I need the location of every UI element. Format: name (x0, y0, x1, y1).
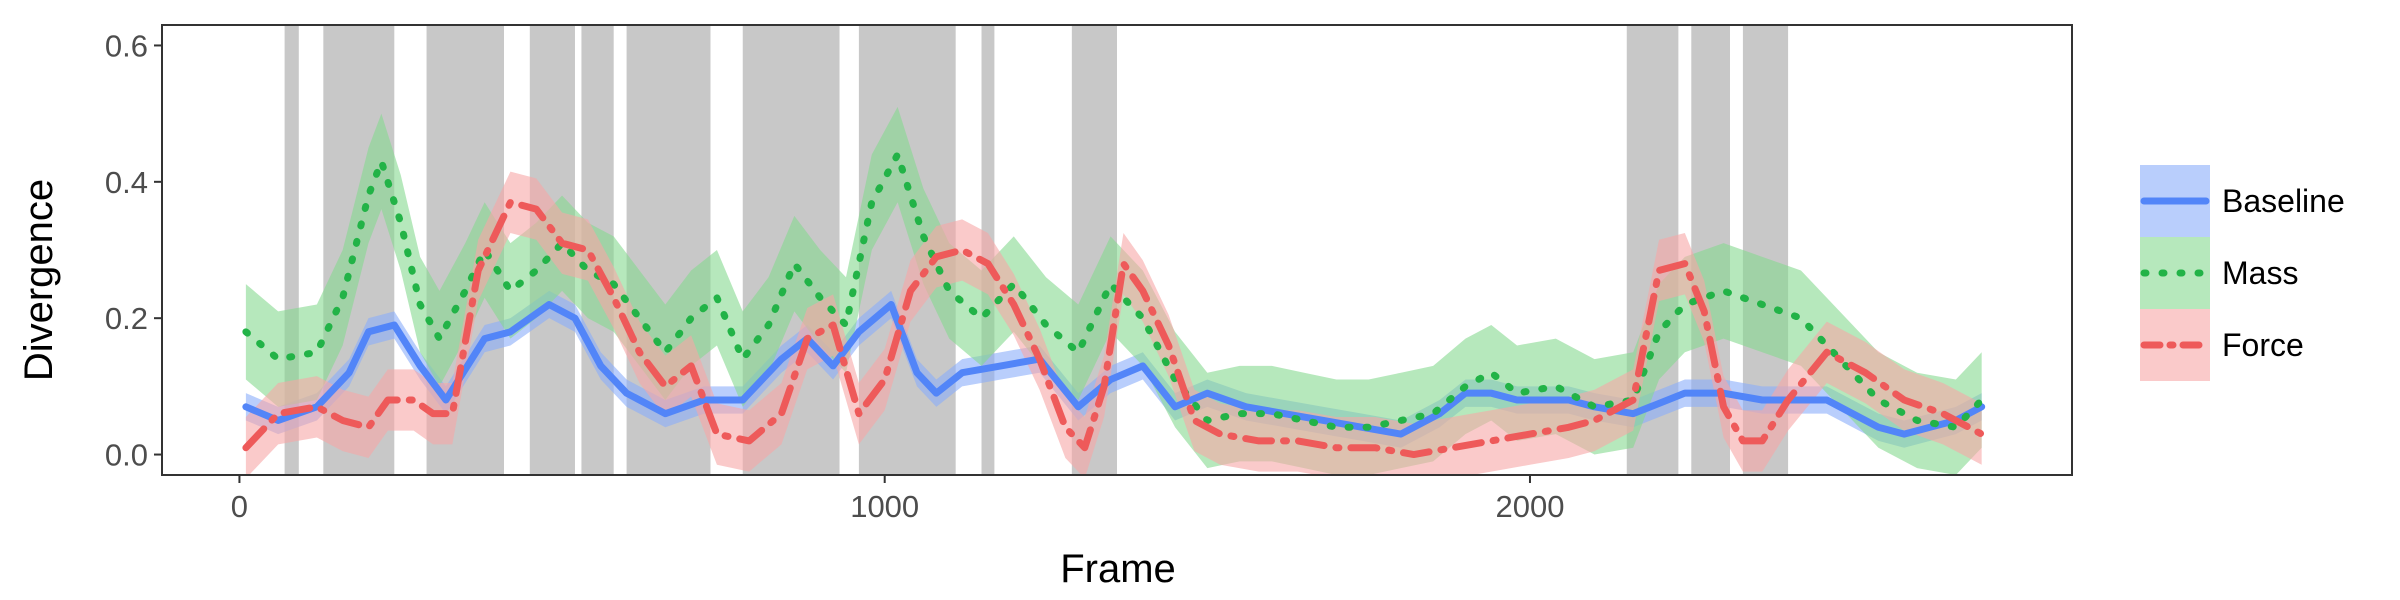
y-tick-label-2: 0.4 (105, 165, 148, 200)
axes: Frame Divergence 0 1000 2000 0.0 0.2 0.4 0.6 (17, 28, 1564, 591)
legend-key-force (2140, 309, 2210, 381)
plot-area (161, 24, 2073, 476)
y-axis-title: Divergence (17, 179, 61, 381)
legend-key-mass (2140, 237, 2210, 309)
y-tick-label-0: 0.0 (105, 438, 148, 473)
legend-label-mass: Mass (2222, 255, 2298, 291)
legend-label-baseline: Baseline (2222, 183, 2345, 219)
plot-border (161, 24, 2073, 476)
x-tick-label-1: 1000 (850, 489, 919, 524)
x-tick-label-0: 0 (231, 489, 248, 524)
legend-label-force: Force (2222, 327, 2304, 363)
y-tick-label-1: 0.2 (105, 301, 148, 336)
line-force (242, 198, 1986, 459)
y-tick-label-3: 0.6 (105, 28, 148, 63)
line-baseline (242, 301, 1986, 438)
legend-key-baseline (2140, 165, 2210, 237)
legend: Baseline Mass Force (2140, 165, 2345, 381)
x-axis-title: Frame (1060, 547, 1176, 591)
x-tick-label-2: 2000 (1495, 489, 1564, 524)
